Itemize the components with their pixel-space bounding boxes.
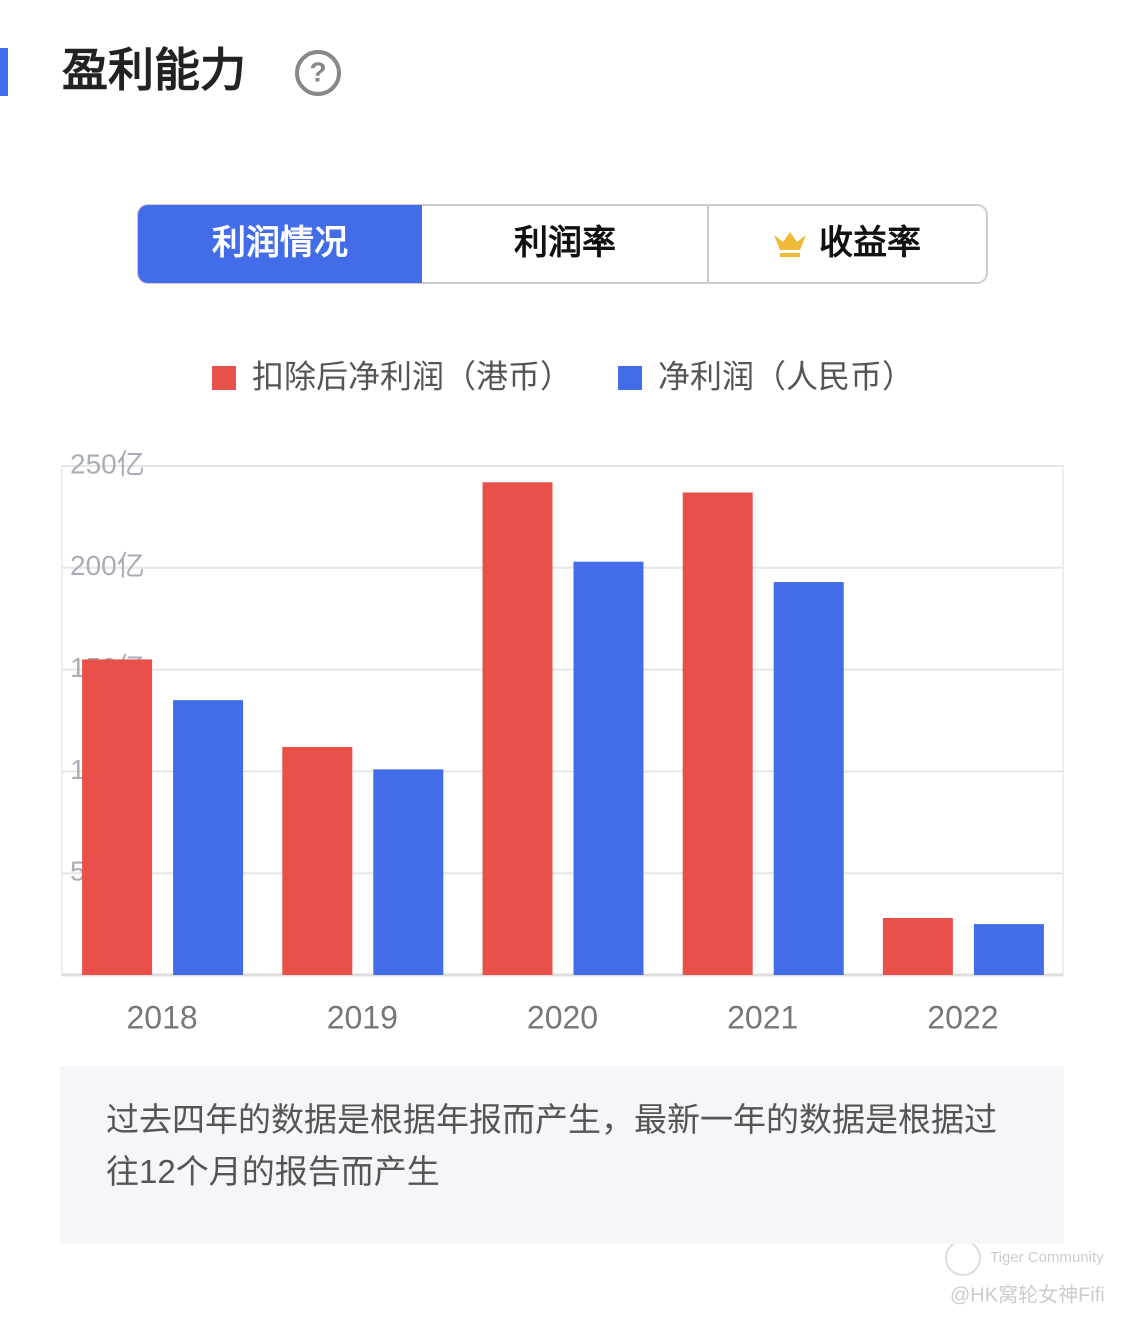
bar xyxy=(682,492,753,975)
bar xyxy=(82,659,153,975)
x-tick-label: 2021 xyxy=(727,999,798,1035)
tab[interactable]: 利润情况 xyxy=(212,224,348,262)
bar xyxy=(573,561,644,975)
x-tick-label: 2020 xyxy=(527,999,598,1035)
bar xyxy=(882,917,953,975)
watermark-logo xyxy=(945,1240,981,1276)
tab-active-bg xyxy=(138,205,422,283)
tab[interactable]: 利润率 xyxy=(514,224,616,262)
bar xyxy=(173,700,244,975)
crown-icon xyxy=(774,232,806,257)
watermark-brand: Tiger Community xyxy=(990,1249,1104,1266)
y-tick-label: 250亿 xyxy=(70,448,145,479)
bar xyxy=(773,582,844,975)
legend-swatch xyxy=(212,366,236,390)
x-tick-label: 2019 xyxy=(327,999,398,1035)
section-title: 盈利能力 xyxy=(62,44,246,96)
note-box: 过去四年的数据是根据年报而产生，最新一年的数据是根据过往12个月的报告而产生 xyxy=(60,1066,1064,1244)
legend-label: 净利润（人民币） xyxy=(658,358,914,394)
bar xyxy=(482,482,553,975)
tab[interactable]: 收益率 xyxy=(819,224,921,262)
bar xyxy=(282,746,353,975)
help-icon[interactable]: ? xyxy=(295,50,341,96)
bar xyxy=(973,924,1044,975)
x-tick-label: 2022 xyxy=(927,999,998,1035)
watermark-author: @HK窝轮女神Fifi xyxy=(950,1283,1105,1306)
svg-text:?: ? xyxy=(309,56,326,87)
y-tick-label: 200亿 xyxy=(70,550,145,581)
x-tick-label: 2018 xyxy=(127,999,198,1035)
legend-swatch xyxy=(618,366,643,390)
bar xyxy=(373,769,444,975)
note-text: 过去四年的数据是根据年报而产生，最新一年的数据是根据过往12个月的报告而产生 xyxy=(106,1101,997,1190)
title-accent xyxy=(0,48,8,96)
legend-label: 扣除后净利润（港币） xyxy=(252,358,572,394)
